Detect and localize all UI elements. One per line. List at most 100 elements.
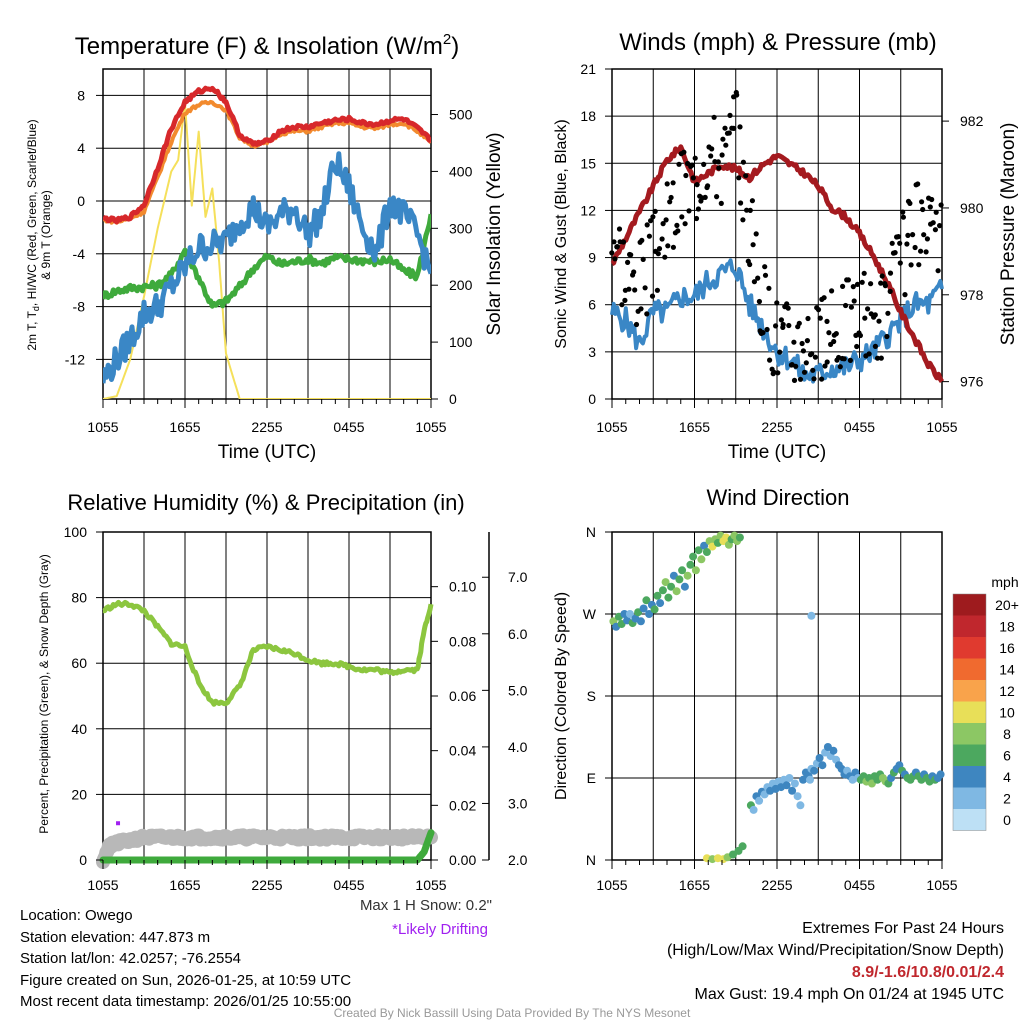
snow-ytick-label: 2.0 <box>508 852 528 868</box>
gust-point <box>665 243 671 249</box>
temp-ytick-label: 0 <box>77 193 85 209</box>
gust-point <box>660 221 666 227</box>
wind-direction-point <box>782 781 791 790</box>
wind-direction-point <box>749 805 758 814</box>
wind-direction-title: Wind Direction <box>706 485 849 510</box>
gust-point <box>851 298 857 304</box>
gust-point <box>897 240 903 246</box>
rh-xtick-label: 0455 <box>333 877 364 893</box>
winds-ytick-label: 15 <box>580 155 596 171</box>
rh-ytick-label: 20 <box>71 786 87 802</box>
humidity-ylabel: Percent, Precipitation (Green), & Snow D… <box>37 554 51 833</box>
insolation-ytick-label: 200 <box>449 277 473 293</box>
gust-point <box>631 269 637 275</box>
colorbar-label: 10 <box>999 705 1015 721</box>
gust-point <box>784 301 790 307</box>
gust-point <box>843 302 849 309</box>
gust-point <box>868 281 874 287</box>
pressure-ytick-label: 982 <box>960 113 984 129</box>
gust-point <box>711 114 717 120</box>
gust-point <box>777 349 783 355</box>
temperature-panel: Temperature (F) & Insolation (W/m2) 8 4 0 -… <box>25 31 505 463</box>
wdir-xtick-label: 1655 <box>679 877 710 893</box>
gust-point <box>767 357 773 363</box>
gust-point <box>773 323 779 329</box>
gust-point <box>921 232 927 238</box>
gust-point <box>879 273 885 279</box>
gust-point <box>778 317 785 323</box>
gust-point <box>919 199 925 205</box>
gust-point <box>626 286 632 292</box>
gust-point <box>650 214 656 220</box>
gust-point <box>737 124 743 130</box>
wind-direction-point <box>661 578 670 587</box>
gust-point <box>884 333 890 340</box>
wind-direction-point <box>793 792 802 801</box>
gust-point <box>811 376 817 382</box>
gust-point <box>663 217 669 223</box>
gust-point <box>916 262 922 268</box>
gust-point <box>638 306 644 312</box>
gust-point <box>831 338 837 345</box>
gust-point <box>785 305 791 311</box>
gust-point <box>799 340 805 347</box>
gust-point <box>923 249 929 255</box>
gust-point <box>760 330 766 336</box>
temp-xtick-label: 1655 <box>169 419 200 435</box>
gust-point <box>625 259 631 265</box>
gust-point <box>882 283 889 289</box>
gust-point <box>872 312 878 318</box>
latlon-text: Station lat/lon: 42.0257; -76.2554 <box>20 950 242 967</box>
wind-direction-point <box>807 611 816 620</box>
gust-point <box>920 206 926 213</box>
gust-point <box>755 275 761 281</box>
gust-point <box>734 92 740 98</box>
series-line-9m-t <box>103 99 431 225</box>
colorbar-label: 14 <box>999 662 1015 678</box>
gust-point <box>683 172 689 179</box>
gust-point <box>907 200 913 206</box>
rh-xtick-label: 2255 <box>251 877 282 893</box>
gust-point <box>655 251 661 257</box>
precip-ytick-label: 0.04 <box>449 743 476 759</box>
colorbar-label: 0 <box>1003 812 1011 828</box>
wind-direction-point <box>796 801 805 810</box>
gust-point <box>930 220 936 226</box>
snow-ytick-label: 4.0 <box>508 739 528 755</box>
gust-point <box>900 214 907 220</box>
wind-direction-point <box>790 779 799 788</box>
winds-ytick-label: 0 <box>588 391 596 407</box>
gust-point <box>616 226 623 232</box>
gust-point <box>793 363 799 369</box>
winds-ytick-label: 12 <box>580 202 596 218</box>
gust-point <box>705 183 711 189</box>
gust-point <box>876 318 882 324</box>
insolation-ytick-label: 100 <box>449 334 473 350</box>
gust-point <box>702 194 708 200</box>
credit-text: Created By Nick Bassill Using Data Provi… <box>333 1006 691 1020</box>
gust-point <box>727 112 733 118</box>
gust-point <box>826 330 832 336</box>
snow-ytick-label: 5.0 <box>508 682 528 698</box>
temp-xtick-label: 2255 <box>251 419 282 435</box>
gust-point <box>850 284 856 290</box>
wind-direction-point <box>691 566 700 575</box>
gust-point <box>874 355 881 361</box>
gust-point <box>749 198 756 204</box>
gust-point <box>915 181 921 187</box>
wdir-xtick-label: 1055 <box>926 877 957 893</box>
gust-point <box>668 194 674 201</box>
gust-point <box>719 152 725 158</box>
gust-point <box>642 285 648 291</box>
gust-point <box>659 236 665 242</box>
gust-point <box>667 199 673 205</box>
gust-point <box>902 292 908 298</box>
gust-point <box>854 281 861 287</box>
gust-point <box>810 367 816 373</box>
gust-point <box>731 125 737 131</box>
wind-direction-point <box>785 774 794 782</box>
insolation-ylabel: Solar Insolation (Yellow) <box>484 132 505 335</box>
insolation-ytick-label: 300 <box>449 220 473 236</box>
gust-point <box>854 343 860 350</box>
